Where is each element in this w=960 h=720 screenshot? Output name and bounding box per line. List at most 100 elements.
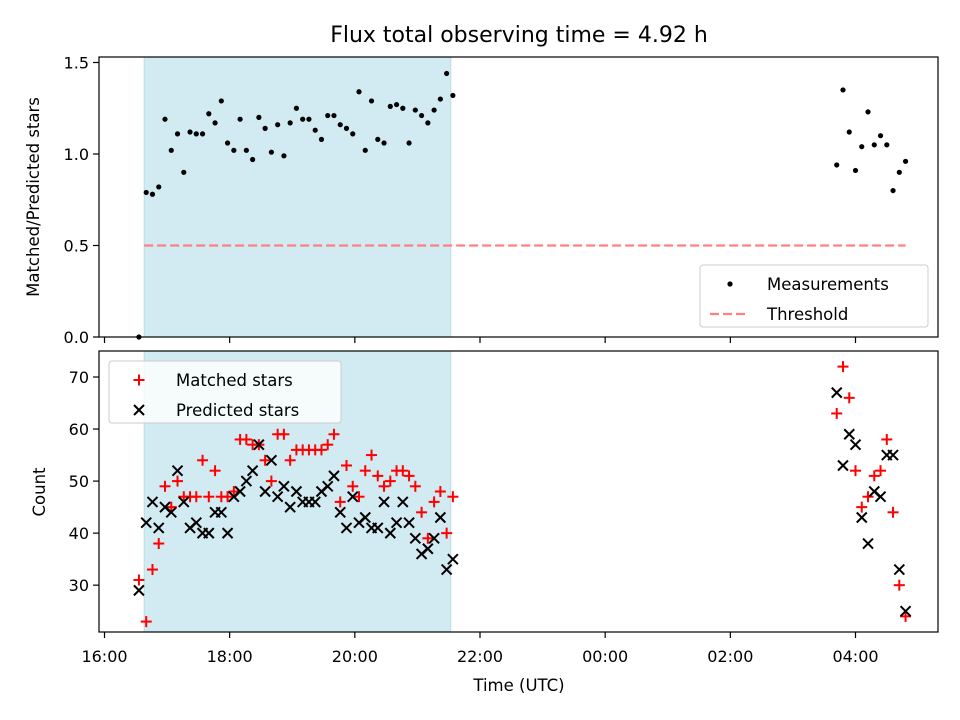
- predicted-star-point: [165, 506, 177, 519]
- measurement-point: [268, 149, 274, 155]
- matched-star-point: [366, 449, 378, 461]
- measurement-point: [193, 131, 199, 137]
- shaded-observing-window: [143, 56, 452, 338]
- measurement-point: [337, 122, 343, 128]
- matched-star-point: [447, 491, 459, 503]
- predicted-star-point: [409, 532, 422, 545]
- matched-star-point: [422, 532, 434, 544]
- measurement-point: [325, 112, 331, 119]
- predicted-star-point: [390, 517, 403, 529]
- measurement-point: [840, 87, 846, 93]
- measurement-point: [149, 191, 156, 197]
- legend: Matched stars Predicted stars: [108, 360, 342, 424]
- measurement-point: [356, 89, 362, 95]
- measurement-point: [350, 131, 356, 137]
- matched-star-point: [197, 454, 209, 466]
- predicted-star-point: [278, 480, 290, 493]
- matched-star-point: [862, 491, 874, 503]
- measurement-point: [343, 125, 350, 131]
- predicted-star-point: [146, 496, 159, 508]
- chart-title: Flux total observing time = 4.92 h: [330, 23, 708, 48]
- axes-frame: [98, 56, 939, 338]
- measurement-point: [331, 112, 337, 119]
- matched-star-point: [843, 392, 855, 404]
- measurement-point: [450, 92, 456, 99]
- predicted-star-point: [290, 485, 303, 498]
- predicted-star-point: [328, 470, 340, 482]
- measurement-point: [381, 140, 387, 146]
- matched-star-point: [334, 496, 346, 508]
- measurement-point: [156, 184, 162, 190]
- predicted-star-point: [856, 511, 868, 524]
- matched-star-point: [284, 454, 296, 466]
- predicted-star-point: [246, 464, 259, 477]
- matched-star-point: [893, 579, 905, 591]
- y-tick-label: 0.0: [64, 328, 89, 347]
- matched-star-point: [403, 470, 415, 482]
- predicted-star-point: [253, 438, 265, 451]
- matched-star-point: [353, 491, 365, 503]
- legend-label: Predicted stars: [176, 401, 299, 420]
- matched-star-point: [278, 428, 290, 440]
- matched-star-point: [428, 496, 440, 508]
- measurement-point: [846, 129, 852, 135]
- measurement-point: [418, 112, 425, 119]
- predicted-star-point: [153, 522, 165, 534]
- measurement-point: [187, 129, 193, 135]
- measurement-point: [312, 127, 318, 133]
- y-tick-label: 60: [69, 420, 89, 439]
- predicted-star-point: [403, 517, 415, 529]
- matched-star-point: [146, 564, 158, 576]
- matched-star-point: [856, 501, 868, 513]
- measurement-point: [852, 167, 859, 174]
- predicted-star-point: [234, 485, 246, 498]
- measurement-point: [275, 122, 281, 128]
- measurement-point: [890, 187, 896, 194]
- measurement-point: [256, 114, 262, 120]
- measurement-point: [218, 98, 224, 104]
- matched-star-point: [875, 465, 887, 477]
- measurement-point: [162, 116, 168, 122]
- measurement-point: [212, 120, 218, 126]
- predicted-star-point: [340, 522, 353, 534]
- matched-star-point: [159, 480, 171, 492]
- measurement-point: [281, 153, 287, 159]
- legend-label: Measurements: [767, 275, 889, 294]
- predicted-star-point: [378, 496, 390, 508]
- x-tick-label: 02:00: [707, 647, 753, 666]
- predicted-star-point: [240, 475, 253, 487]
- x-axis-label: Time (UTC): [472, 676, 564, 695]
- x-tick-label: 22:00: [457, 647, 503, 666]
- y-tick-label: 40: [69, 524, 89, 543]
- x-tick-label: 16:00: [81, 647, 127, 666]
- predicted-star-point: [434, 511, 447, 524]
- matched-star-point: [328, 428, 340, 440]
- predicted-star-point: [265, 454, 278, 466]
- predicted-star-point: [334, 506, 346, 519]
- predicted-star-point: [259, 485, 271, 498]
- matched-star-point: [190, 491, 202, 503]
- matched-star-point: [133, 574, 145, 586]
- predicted-star-point: [422, 543, 434, 555]
- measurement-point: [425, 120, 431, 126]
- measurement-point: [400, 105, 406, 111]
- predicted-star-point: [428, 532, 440, 545]
- matched-star-point: [837, 361, 849, 373]
- measurement-point: [243, 147, 249, 153]
- predicted-star-point: [849, 438, 862, 451]
- measurement-point: [444, 70, 450, 77]
- matched-star-point: [900, 610, 912, 622]
- top-subplot: 0.0 0.5 1.0 1.5 Measurements Threshold: [64, 53, 939, 347]
- predicted-star-point: [221, 527, 234, 539]
- matched-star-point: [868, 470, 880, 482]
- matched-star-point: [265, 475, 277, 487]
- y-tick-label: 1.5: [64, 53, 89, 72]
- measurement-point: [199, 131, 206, 137]
- predicted-star-point: [309, 496, 321, 508]
- predicted-star-point: [203, 527, 215, 539]
- predicted-star-point: [322, 480, 334, 493]
- legend-box: [699, 264, 929, 328]
- measurement-point: [393, 101, 400, 108]
- matched-star-point: [172, 475, 184, 487]
